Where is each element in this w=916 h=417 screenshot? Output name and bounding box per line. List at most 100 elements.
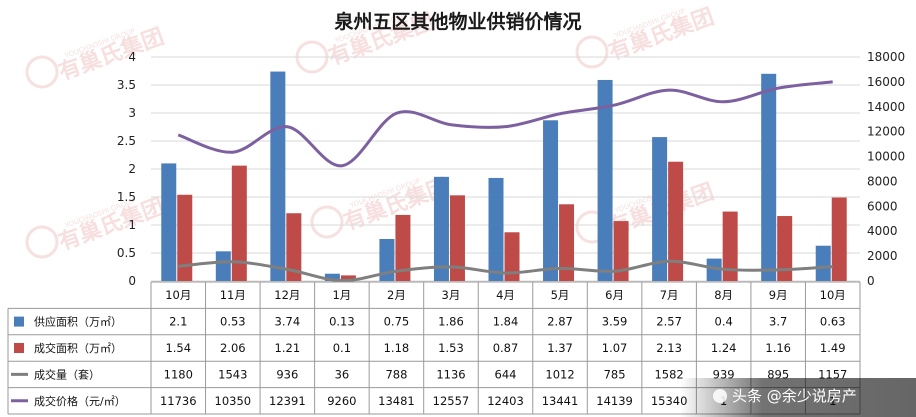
data-label: 2.13 xyxy=(656,341,682,355)
data-label: 0.53 xyxy=(220,315,246,329)
bar-supply xyxy=(379,239,395,281)
bar-sold xyxy=(722,211,738,281)
y-left-tick-label: 1 xyxy=(128,218,136,232)
x-tick-label: 7月 xyxy=(660,288,679,302)
x-tick-label: 3月 xyxy=(442,288,461,302)
y-left-tick-label: 0.5 xyxy=(117,246,136,260)
line-volume xyxy=(178,259,833,283)
data-label: 13481 xyxy=(378,394,415,408)
bar-supply xyxy=(706,258,722,281)
data-label: 788 xyxy=(385,367,407,381)
data-label: 2.06 xyxy=(220,341,246,355)
y-left-tick-label: 3 xyxy=(128,106,136,120)
data-label: 9260 xyxy=(327,394,356,408)
data-label: 0.87 xyxy=(493,341,519,355)
y-right-tick-label: 4000 xyxy=(867,224,898,238)
y-left-tick-label: 3.5 xyxy=(117,78,136,92)
bar-sold xyxy=(668,161,684,281)
data-label: 3.7 xyxy=(769,315,787,329)
x-tick-label: 4月 xyxy=(496,288,515,302)
legend-entry: 成交面积（万㎡） xyxy=(34,341,122,355)
y-right-tick-label: 16000 xyxy=(867,75,905,89)
data-label: 0.4 xyxy=(715,315,733,329)
y-axis-right: 0 2000 4000 6000 8000 10000 12000 14000 16000 180… xyxy=(867,50,905,288)
bar-supply xyxy=(324,273,340,281)
legend-swatch xyxy=(14,316,24,327)
data-label: 0.1 xyxy=(333,341,351,355)
y-right-tick-label: 0 xyxy=(867,274,875,288)
bar-sold xyxy=(286,213,302,281)
data-label: 10350 xyxy=(215,394,252,408)
bars-layer xyxy=(161,71,847,282)
bar-sold xyxy=(559,204,575,281)
legend-entry: 供应面积（万㎡） xyxy=(34,315,122,329)
watermark-logo-icon xyxy=(25,55,59,89)
data-label: 3.74 xyxy=(275,315,301,329)
bar-sold xyxy=(777,216,793,281)
data-label: 13441 xyxy=(542,394,579,408)
x-tick-label: 10月 xyxy=(165,288,191,302)
data-label: 1.21 xyxy=(275,341,301,355)
data-label: 1157 xyxy=(818,367,847,381)
data-label: 1.49 xyxy=(820,341,846,355)
bar-sold xyxy=(177,194,193,281)
bar-supply xyxy=(433,176,449,281)
footer-watermark: 头条 @余少说房产 xyxy=(680,378,916,417)
x-tick-label: 5月 xyxy=(551,288,570,302)
y-right-tick-label: 14000 xyxy=(867,100,905,114)
data-label: 11736 xyxy=(160,394,197,408)
data-label: 1.37 xyxy=(547,341,573,355)
data-label: 1.16 xyxy=(765,341,791,355)
y-left-tick-label: 2 xyxy=(128,162,136,176)
y-axis-left: 0 0.5 1 1.5 2 2.5 3 3.5 4 xyxy=(117,50,136,288)
footer-avatar-icon xyxy=(713,389,727,403)
line-price xyxy=(177,80,833,168)
data-label: 0.75 xyxy=(384,315,410,329)
bar-sold xyxy=(231,165,247,281)
y-left-tick-label: 0 xyxy=(128,274,136,288)
bar-supply xyxy=(543,120,559,281)
x-tick-label: 12月 xyxy=(274,288,300,302)
bar-supply xyxy=(815,245,831,281)
watermark-logo-icon xyxy=(25,225,59,259)
data-label: 12391 xyxy=(269,394,306,408)
x-tick-label: 2月 xyxy=(387,288,406,302)
x-tick-label: 8月 xyxy=(714,288,733,302)
y-right-tick-label: 2000 xyxy=(867,249,898,263)
y-right-tick-label: 12000 xyxy=(867,125,905,139)
y-right-tick-label: 6000 xyxy=(867,199,898,213)
y-left-tick-label: 1.5 xyxy=(117,190,136,204)
bar-supply xyxy=(761,73,777,281)
data-label: 1.84 xyxy=(493,315,519,329)
watermark-logo-icon xyxy=(310,205,344,239)
data-label: 939 xyxy=(713,367,735,381)
data-label: 1.07 xyxy=(602,341,628,355)
data-label: 3.59 xyxy=(602,315,628,329)
data-label: 1582 xyxy=(654,367,683,381)
data-label: 1.86 xyxy=(438,315,464,329)
x-tick-label: 10月 xyxy=(820,288,846,302)
data-label: 1136 xyxy=(436,367,465,381)
data-label: 2.1 xyxy=(169,315,187,329)
bar-supply xyxy=(270,71,286,281)
x-tick-label: 9月 xyxy=(769,288,788,302)
y-right-tick-label: 10000 xyxy=(867,150,905,164)
bar-supply xyxy=(652,137,668,281)
bar-sold xyxy=(613,221,629,281)
data-label: 644 xyxy=(495,367,517,381)
chart-title: 泉州五区其他物业供销价情况 xyxy=(333,10,581,33)
data-label: 0.63 xyxy=(820,315,846,329)
bar-supply xyxy=(215,251,231,281)
bar-sold xyxy=(340,275,356,281)
y-right-tick-label: 18000 xyxy=(867,50,905,64)
bar-sold xyxy=(395,214,411,281)
data-label: 36 xyxy=(335,367,350,381)
data-label: 12557 xyxy=(433,394,470,408)
watermark-logo-icon xyxy=(575,35,609,69)
data-label: 2.57 xyxy=(656,315,682,329)
data-label: 1.18 xyxy=(384,341,410,355)
data-label: 15340 xyxy=(651,394,688,408)
